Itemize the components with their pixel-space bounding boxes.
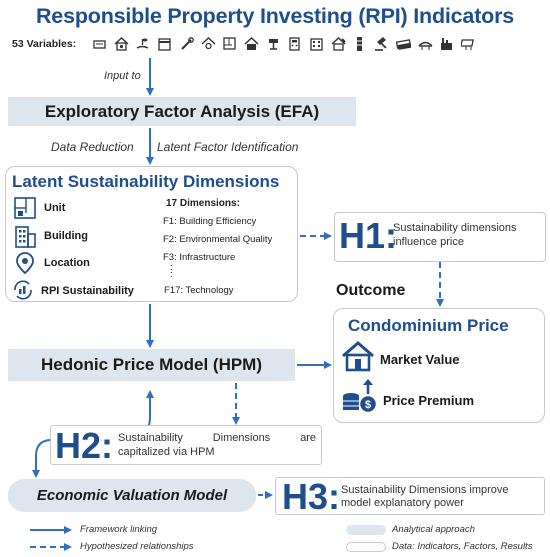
legend-framework-linking: Framework linking	[80, 524, 158, 535]
h1-text-line2: influence price	[393, 236, 464, 248]
dimension-f2: F2: Environmental Quality	[163, 234, 273, 245]
hpm-box: Hedonic Price Model (HPM)	[8, 349, 295, 381]
house-icon	[244, 36, 259, 50]
dimension-f17: F17: Technology	[164, 285, 234, 296]
item-location: Location	[44, 257, 90, 269]
solar-panel-icon	[460, 39, 474, 50]
condo-title: Condominium Price	[348, 316, 509, 335]
price-premium-icon: $	[343, 379, 378, 414]
latent-dimensions-box	[5, 166, 298, 302]
money-stack-icon	[395, 39, 411, 50]
dimensions-title: 17 Dimensions:	[166, 198, 240, 209]
input-to-label: Input to	[104, 70, 141, 82]
lamp-icon	[268, 39, 278, 50]
h1-box	[334, 212, 546, 262]
building-icon	[310, 38, 323, 51]
item-building: Building	[44, 230, 88, 242]
legend-outline-swatch	[346, 542, 386, 552]
house-hammer-icon	[331, 37, 346, 51]
variables-label: 53 Variables:	[12, 38, 77, 50]
legend-data: Data: Indicators, Factors, Results	[392, 541, 533, 552]
svg-text:$: $	[365, 399, 371, 411]
h3-text-line1: Sustainability Dimensions improve	[341, 484, 509, 496]
house-search-icon	[201, 37, 215, 50]
h1-label: H1:	[339, 215, 398, 256]
tools-icon	[181, 37, 194, 50]
latent-factor-label: Latent Factor Identification	[157, 140, 299, 154]
factory-icon	[441, 38, 453, 50]
h3-label: H3:	[282, 476, 341, 517]
storefront-icon	[158, 38, 171, 51]
h1-text-line1: Sustainability dimensions	[393, 222, 517, 234]
h3-text-line2: model explanatory power	[341, 497, 464, 509]
dimension-f1: F1: Building Efficiency	[163, 216, 257, 227]
gavel-icon	[375, 37, 387, 51]
h2-box	[50, 425, 322, 465]
outcome-label: Outcome	[336, 282, 406, 299]
market-value-label: Market Value	[380, 352, 460, 367]
latent-title: Latent Sustainability Dimensions	[12, 172, 280, 191]
diagram-title: Responsible Property Investing (RPI) Ind…	[35, 4, 515, 28]
legend-gray-swatch	[346, 525, 386, 535]
house-icon	[342, 341, 374, 372]
calculator-icon	[289, 37, 300, 51]
tower-icon	[357, 37, 363, 51]
h3-box	[275, 477, 545, 515]
item-rpi-sustainability: RPI Sustainability	[41, 285, 134, 297]
hand-plant-icon	[137, 38, 149, 49]
unit-icon	[14, 197, 36, 219]
dimension-ellipsis-1: :	[170, 262, 173, 273]
rpi-sustainability-icon	[14, 280, 32, 300]
bridge-icon	[417, 41, 433, 50]
floorplan-icon	[223, 37, 236, 50]
legend-hypothesized: Hypothesized relationships	[80, 541, 194, 552]
efa-box: Exploratory Factor Analysis (EFA)	[8, 97, 356, 126]
building-icon	[15, 226, 36, 248]
house-gear-icon	[114, 37, 129, 51]
h2-text-line1: Sustainability Dimensions are	[118, 432, 316, 444]
h2-text-line2: capitalized via HPM	[118, 446, 215, 458]
cash-register-icon	[93, 40, 106, 49]
data-reduction-label: Data Reduction	[51, 140, 134, 154]
item-unit: Unit	[44, 202, 66, 214]
economic-valuation-model-box: Economic Valuation Model	[8, 479, 256, 512]
legend-analytical: Analytical approach	[392, 524, 475, 535]
dimension-ellipsis-2: :	[170, 269, 173, 280]
location-pin-icon	[16, 252, 34, 275]
price-premium-label: Price Premium	[383, 393, 475, 408]
h2-label: H2:	[55, 425, 114, 466]
dimension-f3: F3: Infrastructure	[163, 252, 236, 263]
